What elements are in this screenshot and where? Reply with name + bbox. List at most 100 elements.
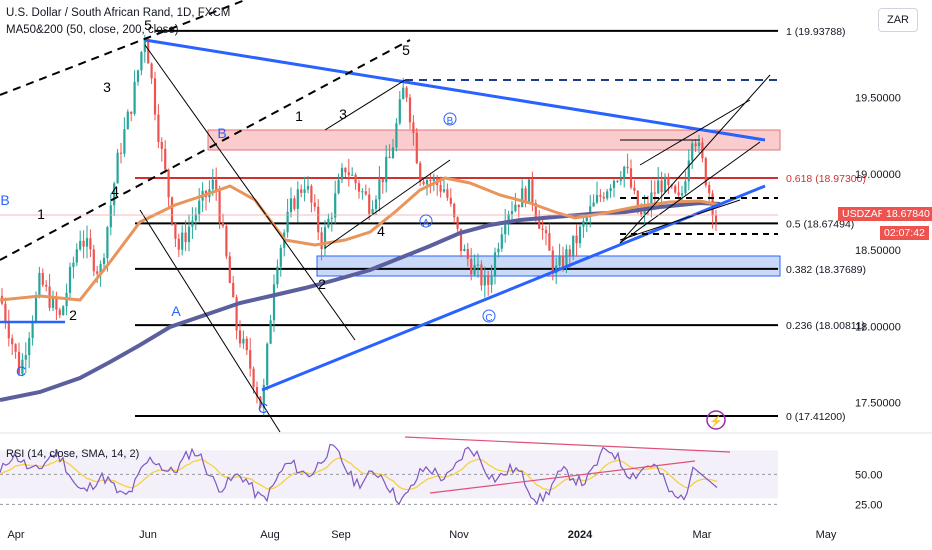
candle-body xyxy=(272,284,276,321)
candle-body xyxy=(286,211,289,233)
currency-button[interactable]: ZAR xyxy=(878,8,918,32)
candle-body xyxy=(677,192,680,196)
fib-label: 0.5 (18.67494) xyxy=(786,218,854,230)
candle-body xyxy=(507,214,510,223)
rsi-pane: 50.00 25.00 xyxy=(0,436,883,511)
candle-body xyxy=(429,179,432,182)
x-tick-label: 2024 xyxy=(568,529,593,541)
candle-body xyxy=(412,122,415,133)
candle-body xyxy=(391,147,395,158)
candle-body xyxy=(599,195,602,197)
candle-body xyxy=(58,309,61,316)
candle-body xyxy=(62,306,65,316)
candle-body xyxy=(419,163,422,182)
candle-body xyxy=(456,217,459,229)
candle-body xyxy=(245,338,248,351)
candle-body xyxy=(340,167,344,180)
candle-body xyxy=(374,199,378,209)
candle-body xyxy=(252,368,255,388)
candle-body xyxy=(7,321,10,339)
candle-body xyxy=(470,258,473,275)
candle-body xyxy=(218,190,221,223)
rsi-label: RSI (14, close, SMA, 14, 2) xyxy=(6,448,140,460)
candle-body xyxy=(153,78,157,115)
wave-label: 3 xyxy=(103,79,111,95)
rsi-upper-trendline xyxy=(404,436,731,453)
support-zone xyxy=(316,255,781,277)
candle-body xyxy=(442,189,446,192)
candle-body xyxy=(398,99,401,124)
candle-body xyxy=(459,228,463,252)
candle-body xyxy=(595,195,599,203)
candle-body xyxy=(24,355,27,360)
candle-body xyxy=(130,111,133,114)
wave-label: 2 xyxy=(318,276,326,292)
candle-body xyxy=(663,176,667,192)
candle-body xyxy=(306,186,310,190)
candle-body xyxy=(296,189,299,209)
candle-body xyxy=(170,197,174,224)
candle-body xyxy=(167,169,170,198)
candle-body xyxy=(310,186,313,203)
candle-body xyxy=(102,258,106,265)
candle-body xyxy=(330,217,333,219)
candle-body xyxy=(317,206,320,233)
candle-body xyxy=(41,272,44,285)
y-tick-label: 17.50000 xyxy=(855,398,901,410)
wave-label: B xyxy=(447,116,454,127)
candle-body xyxy=(85,238,89,247)
candle-body xyxy=(425,179,429,185)
wave-label: 2 xyxy=(69,307,77,323)
candle-body xyxy=(585,217,588,222)
candle-body xyxy=(636,190,639,213)
candle-body xyxy=(694,143,697,147)
candle-body xyxy=(684,181,687,194)
candle-body xyxy=(364,191,367,195)
candle-body xyxy=(31,321,34,339)
wave4-trendline xyxy=(324,159,451,249)
candle-body xyxy=(473,264,476,275)
candle-body xyxy=(578,226,582,244)
candle-body xyxy=(99,264,102,274)
candle-body xyxy=(582,221,585,227)
candle-body xyxy=(109,205,112,228)
candle-body xyxy=(422,181,425,185)
candle-body xyxy=(225,226,228,257)
candle-body xyxy=(133,81,136,114)
wedge-bottom-line xyxy=(619,199,741,241)
candle-body xyxy=(568,249,571,256)
candle-body xyxy=(521,188,524,208)
rsi-sma-line xyxy=(0,457,718,491)
price-tag: 18.67840 xyxy=(882,207,932,221)
candle-body xyxy=(323,227,327,250)
candle-body xyxy=(500,234,503,249)
rsi-tick-label: 50.00 xyxy=(855,469,883,481)
candle-body xyxy=(371,208,374,214)
candle-body xyxy=(402,87,405,100)
x-tick-label: Mar xyxy=(693,529,712,541)
candle-body xyxy=(276,266,279,285)
candle-body xyxy=(592,202,595,207)
candle-body xyxy=(405,87,408,98)
candle-body xyxy=(463,248,466,252)
candle-body xyxy=(640,212,643,215)
fib-levels: 1 (19.93788) 0.618 (18.97300) 0.5 (18.6749… xyxy=(135,26,866,423)
candle-body xyxy=(147,38,150,64)
candle-body xyxy=(266,343,269,385)
wave-label: A xyxy=(171,303,181,319)
candle-body xyxy=(164,148,167,170)
candle-body xyxy=(466,248,469,259)
x-tick-label: May xyxy=(816,529,837,541)
candle-body xyxy=(517,204,520,208)
outer-wave-dashed-line xyxy=(0,0,246,96)
candle-body xyxy=(531,179,534,203)
candle-body xyxy=(293,198,296,209)
candle-body xyxy=(606,191,609,199)
candle-body xyxy=(616,180,619,182)
candle-body xyxy=(602,196,605,199)
candle-body xyxy=(708,185,711,194)
wave-labels: 5 3 4 B 1 2 A C 1 3 5 2 4 B A C B C ⚡ xyxy=(0,17,726,430)
candle-body xyxy=(82,240,85,247)
wedge-lower-line xyxy=(619,141,761,244)
